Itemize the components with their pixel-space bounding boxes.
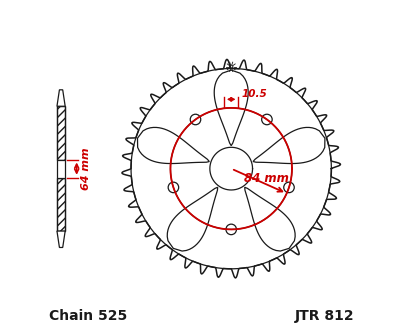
- Bar: [57, 160, 65, 178]
- Bar: [57, 178, 65, 231]
- Polygon shape: [57, 231, 65, 247]
- Text: Chain 525: Chain 525: [49, 309, 127, 323]
- Text: 84 mm: 84 mm: [244, 172, 289, 185]
- Bar: [57, 178, 65, 231]
- Text: JTR 812: JTR 812: [295, 309, 354, 323]
- Text: 64 mm: 64 mm: [81, 147, 91, 190]
- Text: 10.5: 10.5: [242, 90, 268, 100]
- Bar: [57, 106, 65, 160]
- Polygon shape: [57, 90, 65, 106]
- Bar: [57, 106, 65, 160]
